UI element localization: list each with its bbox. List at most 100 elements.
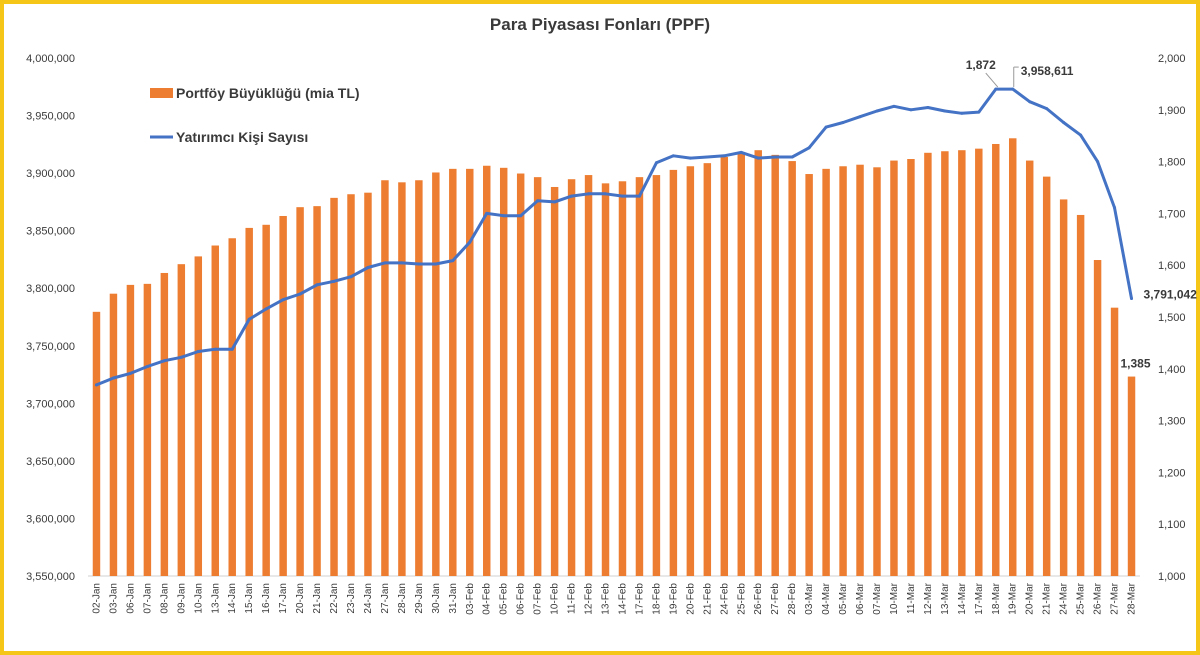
- line-point: [162, 359, 166, 363]
- bar: [618, 181, 627, 576]
- bar: [975, 148, 983, 576]
- bar: [194, 256, 203, 576]
- x-axis-tick-label: 21-Jan: [312, 583, 323, 614]
- bar: [262, 224, 270, 576]
- x-axis-tick-label: 18-Mar: [991, 582, 1002, 614]
- bar: [533, 177, 542, 576]
- bar: [856, 164, 864, 576]
- x-axis-tick-label: 13-Feb: [601, 583, 612, 615]
- x-axis-tick-label: 16-Jan: [261, 583, 272, 614]
- x-axis-tick-label: 03-Jan: [108, 583, 119, 614]
- x-axis-tick-label: 12-Feb: [584, 583, 595, 615]
- x-axis-tick-label: 12-Mar: [923, 582, 934, 614]
- line-point: [977, 110, 981, 114]
- bar: [499, 167, 508, 577]
- x-axis-tick-label: 03-Feb: [465, 583, 476, 615]
- line-point: [145, 364, 149, 368]
- x-axis-tick-label: 24-Feb: [719, 583, 730, 615]
- leader-line: [985, 72, 999, 88]
- x-axis-tick-label: 25-Mar: [1076, 582, 1087, 614]
- line-point: [468, 240, 472, 244]
- x-axis-tick-label: 18-Feb: [651, 583, 662, 615]
- line-point: [451, 259, 455, 263]
- line-point: [960, 111, 964, 115]
- bar: [330, 197, 338, 577]
- line-point: [400, 261, 404, 265]
- bar: [449, 168, 457, 577]
- bar: [279, 215, 287, 577]
- line-point: [722, 154, 726, 158]
- line-point: [807, 146, 811, 150]
- x-axis-tick-label: 07-Jan: [142, 583, 153, 614]
- right-axis-tick-label: 1,800: [1158, 157, 1186, 169]
- x-axis-tick-label: 06-Feb: [516, 583, 527, 615]
- x-axis-tick-label: 13-Mar: [940, 582, 951, 614]
- left-axis-tick-label: 3,850,000: [26, 226, 75, 238]
- right-axis-tick-label: 1,100: [1158, 519, 1186, 531]
- bar: [211, 245, 219, 577]
- right-axis-tick-label: 2,000: [1158, 53, 1186, 65]
- line-point: [213, 347, 217, 351]
- line-data-label: 1,872: [966, 58, 996, 72]
- x-axis-tick-label: 25-Feb: [736, 583, 747, 615]
- left-axis-tick-label: 3,800,000: [26, 283, 75, 295]
- bar: [1076, 214, 1085, 577]
- line-path: [95, 87, 1133, 387]
- left-axis-tick-label: 3,750,000: [26, 341, 75, 353]
- bar: [601, 183, 610, 576]
- x-axis-tick-label: 11-Mar: [906, 582, 917, 614]
- line-point: [1130, 297, 1134, 301]
- bar: [1127, 376, 1136, 576]
- line-point: [604, 192, 608, 196]
- line-point: [247, 317, 251, 321]
- line-point: [230, 347, 234, 351]
- bar: [805, 174, 813, 577]
- x-axis-tick-label: 10-Feb: [550, 583, 561, 615]
- x-axis-tick-label: 11-Feb: [567, 583, 578, 614]
- right-axis-tick-label: 1,600: [1158, 260, 1186, 272]
- line-point: [994, 87, 998, 91]
- x-axis-tick-label: 14-Feb: [617, 583, 628, 615]
- bar: [1042, 176, 1051, 576]
- line-point: [196, 350, 200, 354]
- left-axis-tick-label: 3,650,000: [26, 456, 75, 468]
- bar-data-label: 1,385: [1121, 357, 1151, 371]
- line-point: [417, 262, 421, 266]
- bar: [432, 172, 440, 576]
- right-axis-tick-label: 1,300: [1158, 416, 1186, 428]
- x-axis-tick-label: 06-Jan: [125, 583, 136, 614]
- x-axis-tick-label: 14-Jan: [227, 583, 238, 614]
- x-axis-tick-label: 04-Mar: [821, 582, 832, 614]
- x-axis-tick-label: 05-Feb: [499, 583, 510, 615]
- line-point: [536, 199, 540, 203]
- x-axis-tick-label: 03-Mar: [804, 582, 815, 614]
- line-point: [1096, 160, 1100, 164]
- x-axis-tick-label: 07-Feb: [533, 583, 544, 615]
- line-point: [909, 108, 913, 112]
- legend-bar-label: Portföy Büyüklüğü (mia TL): [176, 85, 360, 101]
- line-data-label: 3,791,042: [1144, 288, 1198, 302]
- x-axis-tick-label: 24-Jan: [363, 583, 374, 614]
- bar: [873, 167, 881, 576]
- x-axis-tick-label: 28-Mar: [1127, 582, 1138, 614]
- bar: [924, 152, 932, 576]
- x-axis-tick-label: 28-Feb: [787, 583, 798, 615]
- line-point: [739, 150, 743, 154]
- bar: [483, 165, 491, 576]
- chart-title: Para Piyasası Fonları (PPF): [490, 15, 710, 34]
- x-axis-tick-label: 22-Jan: [329, 583, 340, 614]
- line-point: [620, 194, 624, 198]
- right-axis-tick-label: 1,400: [1158, 364, 1186, 376]
- left-axis-tick-label: 3,700,000: [26, 398, 75, 410]
- line-point: [94, 383, 98, 387]
- bar: [737, 152, 745, 576]
- x-axis-tick-label: 23-Jan: [346, 583, 357, 614]
- line-point: [671, 154, 675, 158]
- x-axis-tick-label: 02-Jan: [91, 583, 102, 614]
- x-axis-tick-label: 31-Jan: [448, 583, 459, 614]
- x-axis-tick-label: 21-Mar: [1042, 582, 1053, 614]
- x-axis-tick-label: 27-Mar: [1110, 582, 1121, 614]
- right-axis-tick-label: 1,000: [1158, 571, 1186, 583]
- line-point: [926, 105, 930, 109]
